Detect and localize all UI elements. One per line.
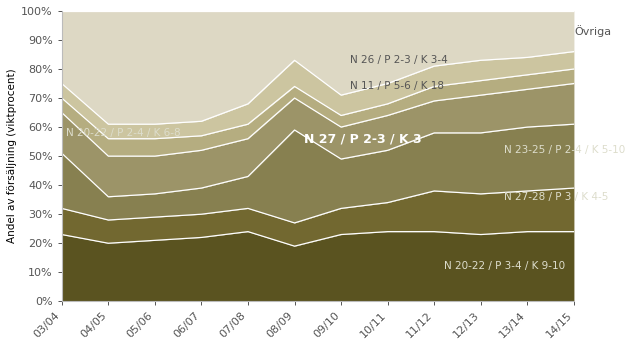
Text: N 20-22 / P 3-4 / K 9-10: N 20-22 / P 3-4 / K 9-10 xyxy=(444,262,565,271)
Text: Övriga: Övriga xyxy=(574,25,611,37)
Text: N 23-25 / P 2-4 / K 5-10: N 23-25 / P 2-4 / K 5-10 xyxy=(504,145,625,155)
Text: N 27-28 / P 3 / K 4-5: N 27-28 / P 3 / K 4-5 xyxy=(504,192,608,202)
Text: N 27 / P 2-3 / K 3: N 27 / P 2-3 / K 3 xyxy=(304,132,422,145)
Y-axis label: Andel av försäljning (viktprocent): Andel av försäljning (viktprocent) xyxy=(7,69,17,244)
Text: N 26 / P 2-3 / K 3-4: N 26 / P 2-3 / K 3-4 xyxy=(351,55,448,65)
Text: N 11 / P 5-6 / K 18: N 11 / P 5-6 / K 18 xyxy=(351,82,444,92)
Text: N 20-22 / P 2-4 / K 6-8: N 20-22 / P 2-4 / K 6-8 xyxy=(67,128,181,138)
